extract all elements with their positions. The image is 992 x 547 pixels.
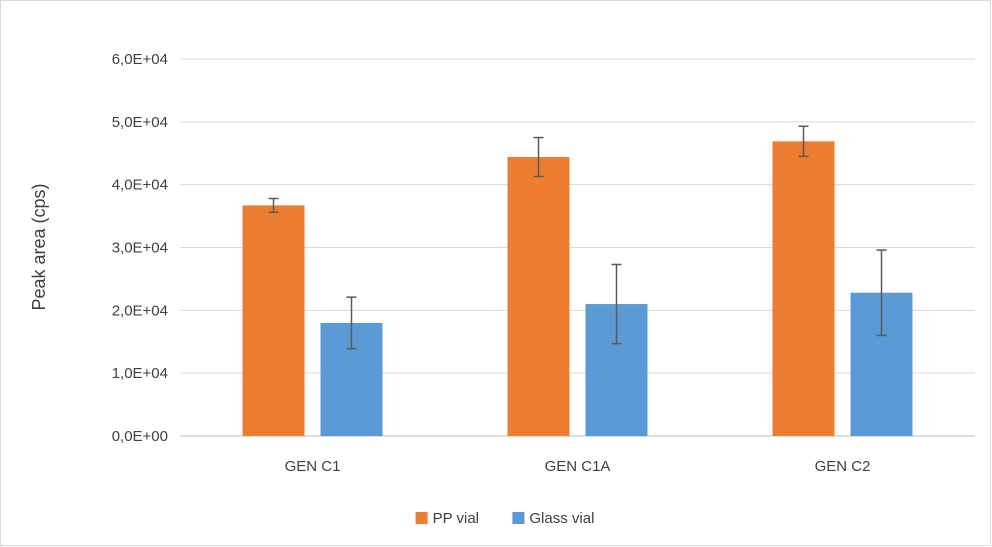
y-tick-label: 1,0E+04 [112,365,168,382]
y-axis-title: Peak area (cps) [29,183,49,310]
x-axis-ticks: GEN C1 GEN C1A GEN C2 [285,458,871,475]
legend-label: Glass vial [529,510,594,527]
bar-pp-vial [772,141,835,437]
x-tick-label: GEN C1 [285,458,341,475]
error-bars [268,125,887,350]
y-axis-ticks: 0,0E+00 1,0E+04 2,0E+04 3,0E+04 4,0E+04 5,0E+… [112,51,168,445]
legend-swatch [415,512,428,524]
legend-swatch [512,512,525,524]
error-bar [268,197,279,214]
bar-pp-vial [507,157,570,436]
error-bar [876,249,887,337]
legend-label: PP vial [433,510,479,527]
y-tick-label: 6,0E+04 [112,51,168,68]
gridlines [180,58,975,437]
error-bar [798,125,809,158]
error-bar [346,296,357,350]
y-tick-label: 0,0E+00 [112,428,168,445]
x-tick-label: GEN C1A [545,458,611,475]
x-tick-label: GEN C2 [815,458,871,475]
y-tick-label: 4,0E+04 [112,177,168,194]
bars [242,141,913,437]
legend: PP vial Glass vial [415,510,594,527]
bar-pp-vial [242,205,305,436]
error-bar [533,136,544,178]
y-tick-label: 5,0E+04 [112,114,168,131]
y-tick-label: 2,0E+04 [112,302,168,319]
y-tick-label: 3,0E+04 [112,240,168,257]
error-bar [611,263,622,345]
